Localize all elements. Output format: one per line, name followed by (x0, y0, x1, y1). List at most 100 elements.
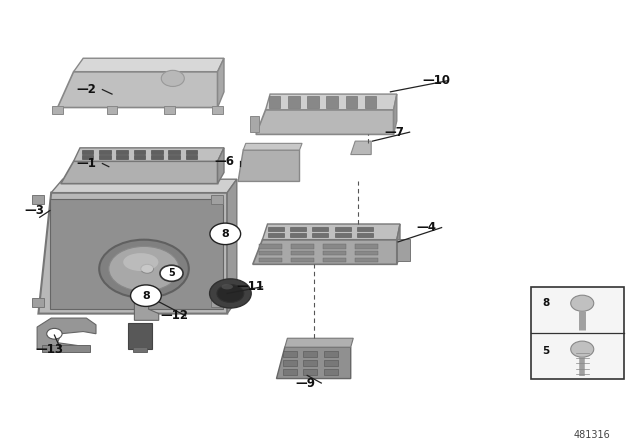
Polygon shape (134, 271, 159, 320)
Bar (164, 106, 175, 114)
Bar (283, 360, 297, 366)
Bar (397, 255, 408, 261)
Bar (116, 155, 128, 159)
Bar (168, 155, 180, 159)
Polygon shape (61, 161, 218, 184)
Bar (269, 96, 280, 108)
Bar (283, 351, 297, 357)
Bar (168, 150, 180, 154)
Bar (186, 155, 197, 159)
Bar (32, 195, 44, 204)
Bar (335, 227, 351, 231)
Bar (303, 351, 317, 357)
Bar (291, 251, 314, 255)
Bar (134, 150, 145, 154)
Bar (211, 195, 223, 204)
Bar (335, 233, 351, 237)
Polygon shape (227, 179, 237, 314)
Polygon shape (50, 199, 223, 309)
Polygon shape (74, 58, 224, 72)
Bar (211, 298, 223, 307)
Bar (268, 233, 284, 237)
Bar (397, 248, 408, 254)
Bar (531, 287, 624, 379)
Bar (128, 323, 152, 349)
Polygon shape (38, 193, 227, 314)
Bar (250, 116, 259, 132)
Text: 5: 5 (542, 346, 550, 356)
Polygon shape (285, 338, 353, 347)
Bar (357, 233, 373, 237)
Text: —10: —10 (422, 74, 451, 87)
Polygon shape (394, 94, 397, 134)
Text: 8: 8 (142, 291, 150, 301)
Bar (151, 155, 163, 159)
Bar (323, 244, 346, 249)
Bar (312, 227, 328, 231)
Bar (323, 258, 346, 262)
Ellipse shape (217, 284, 244, 302)
Bar (397, 239, 410, 261)
Polygon shape (243, 143, 302, 150)
Text: —6: —6 (214, 155, 234, 168)
Bar (283, 369, 297, 375)
Bar (324, 351, 338, 357)
Text: —11: —11 (237, 280, 265, 293)
Bar (397, 241, 408, 246)
Bar (307, 96, 319, 108)
Circle shape (131, 285, 161, 306)
Text: —1: —1 (77, 157, 97, 170)
Circle shape (571, 295, 594, 311)
Text: —9: —9 (296, 376, 316, 390)
Bar (99, 150, 111, 154)
Bar (291, 258, 314, 262)
Bar (355, 258, 378, 262)
Bar (116, 150, 128, 154)
Polygon shape (51, 179, 237, 193)
Ellipse shape (124, 253, 159, 271)
Text: 8: 8 (542, 298, 550, 308)
Polygon shape (256, 110, 394, 134)
Ellipse shape (109, 246, 179, 291)
Polygon shape (262, 224, 400, 240)
Circle shape (47, 328, 62, 339)
Circle shape (571, 341, 594, 357)
Bar (52, 106, 63, 114)
Bar (326, 96, 338, 108)
Circle shape (210, 223, 241, 245)
Text: —13: —13 (35, 343, 63, 356)
Polygon shape (397, 224, 400, 264)
Ellipse shape (99, 240, 189, 298)
Bar (324, 360, 338, 366)
Bar (186, 150, 197, 154)
Bar (323, 251, 346, 255)
Polygon shape (351, 141, 371, 155)
Polygon shape (238, 150, 300, 181)
Text: —3: —3 (24, 204, 44, 217)
Bar (259, 244, 282, 249)
Text: —12: —12 (160, 309, 188, 323)
Bar (212, 106, 223, 114)
Bar (355, 244, 378, 249)
Polygon shape (42, 345, 90, 352)
Bar (259, 258, 282, 262)
Bar (312, 233, 328, 237)
Circle shape (160, 265, 183, 281)
Text: —4: —4 (416, 221, 436, 234)
Polygon shape (58, 72, 218, 108)
Polygon shape (276, 347, 351, 379)
Text: 5: 5 (168, 268, 175, 278)
Text: —2: —2 (77, 83, 97, 96)
Ellipse shape (209, 279, 251, 308)
Bar (303, 360, 317, 366)
Polygon shape (253, 240, 397, 264)
Bar (82, 155, 93, 159)
Polygon shape (218, 58, 224, 108)
Ellipse shape (221, 284, 233, 289)
Bar (303, 369, 317, 375)
Polygon shape (218, 148, 224, 184)
Circle shape (141, 264, 154, 273)
Bar (32, 298, 44, 307)
Polygon shape (74, 148, 224, 161)
Polygon shape (266, 94, 397, 110)
